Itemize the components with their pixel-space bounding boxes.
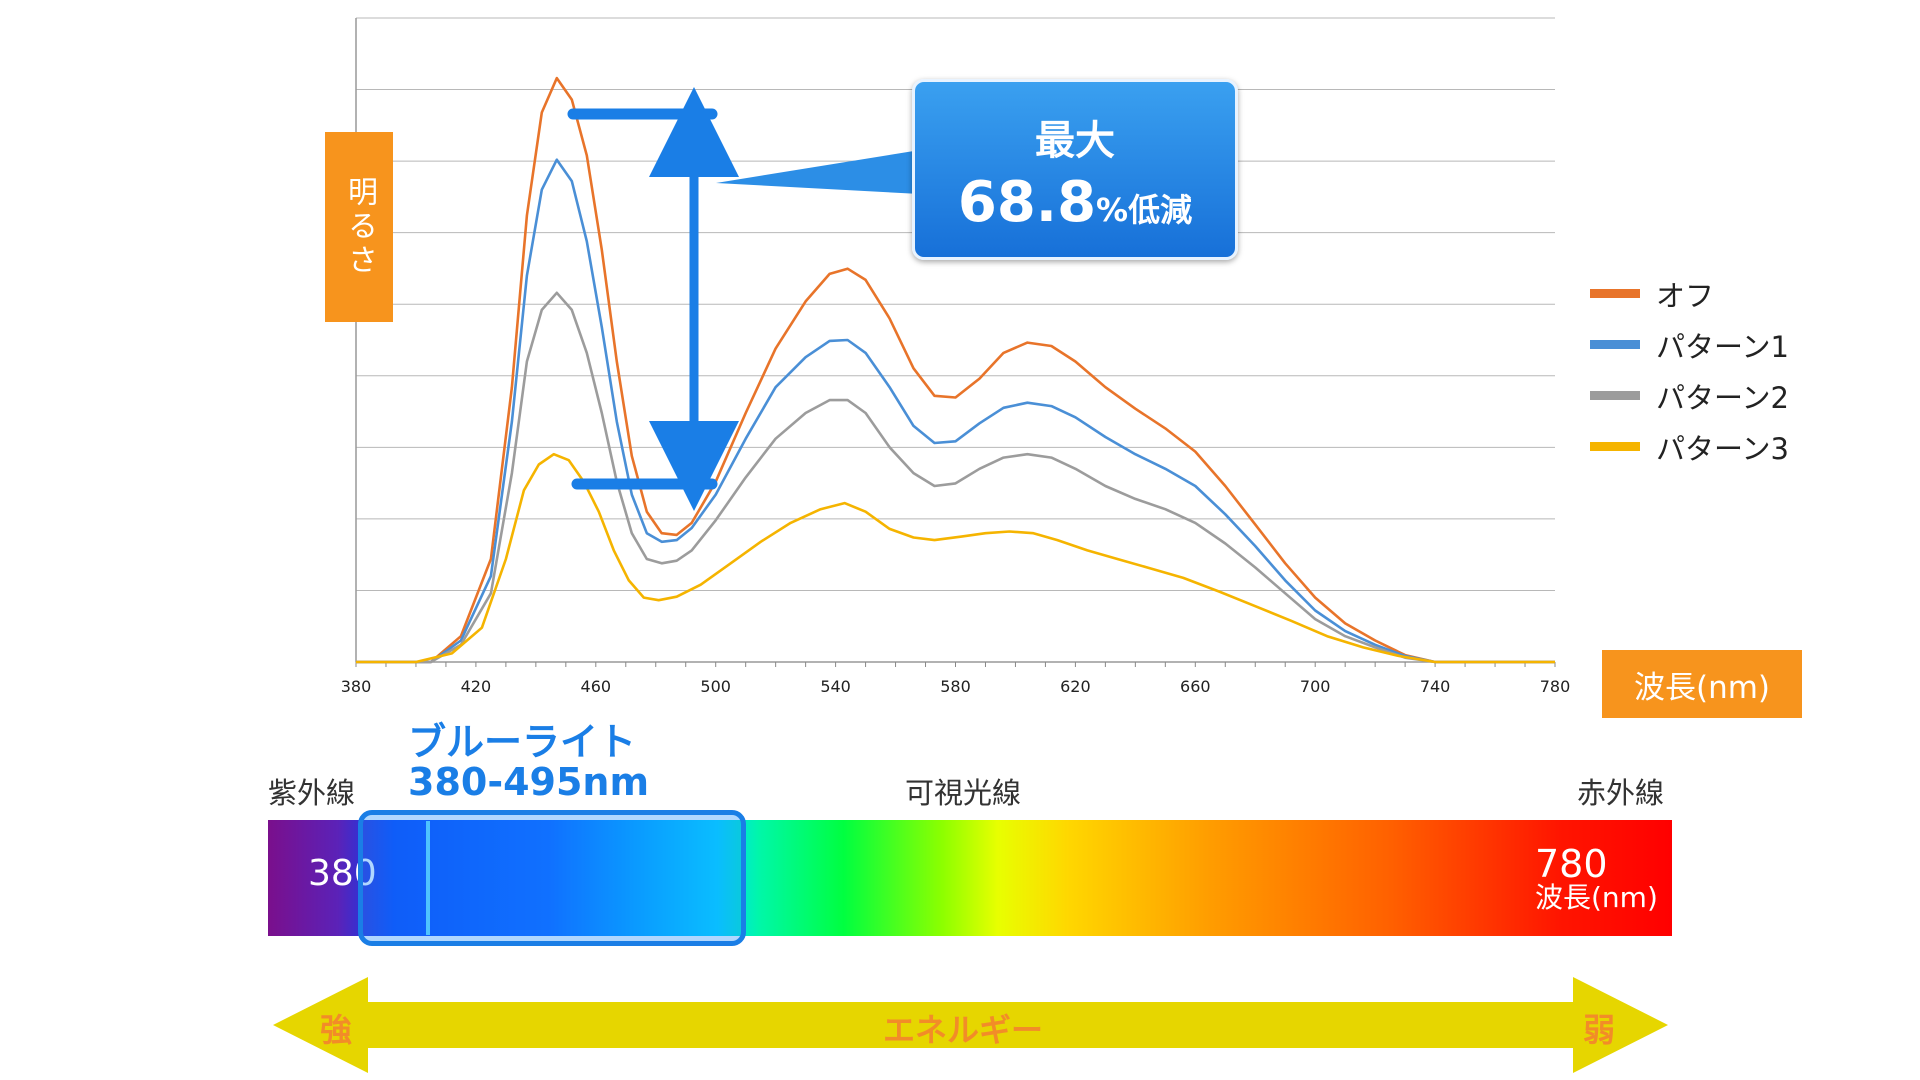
legend-label-pattern2: パターン2: [1656, 380, 1790, 415]
x-tick-label: 420: [461, 677, 492, 696]
legend-label-pattern3: パターン3: [1656, 431, 1790, 466]
legend: オフ パターン1 パターン2 パターン3: [1590, 268, 1789, 472]
x-tick-label: 500: [700, 677, 731, 696]
spectrum-start-value: 380: [308, 853, 377, 894]
legend-label-pattern1: パターン1: [1656, 329, 1790, 364]
blue-light-title: ブルーライト 380-495nm: [408, 722, 649, 802]
blue-light-range: 380-495nm: [408, 760, 650, 804]
legend-item-pattern2: パターン2: [1590, 370, 1789, 421]
x-tick-label: 700: [1300, 677, 1331, 696]
x-tick-label: 780: [1540, 677, 1571, 696]
series-line-2: [356, 291, 1555, 664]
spectrum-bar: [268, 820, 1672, 936]
x-tick-label: 460: [581, 677, 612, 696]
energy-arrow: [273, 977, 1668, 1073]
legend-swatch-pattern2: [1590, 391, 1640, 400]
x-tick-label: 380: [341, 677, 372, 696]
legend-swatch-pattern3: [1590, 442, 1640, 451]
spectrum-end-value: 780: [1535, 842, 1608, 886]
legend-label-off: オフ: [1656, 278, 1715, 313]
energy-arrow-shape: [273, 977, 1668, 1073]
energy-strong-label: 強: [320, 1011, 353, 1049]
x-tick-label: 660: [1180, 677, 1211, 696]
callout-title: 最大: [1035, 118, 1115, 164]
x-tick-label: 580: [940, 677, 971, 696]
reduction-callout: 最大 68.8%低減: [912, 79, 1238, 260]
y-axis-label: 明るさ: [325, 132, 393, 322]
visible-light-label: 可視光線: [905, 776, 1022, 810]
ir-label: 赤外線: [1577, 776, 1665, 810]
reduction-marker: [567, 86, 920, 511]
blue-light-highlight: [358, 810, 746, 946]
energy-weak-label: 弱: [1583, 1011, 1616, 1049]
series-lines: [356, 76, 1555, 664]
x-axis-label: 波長(nm): [1602, 650, 1802, 718]
legend-swatch-pattern1: [1590, 340, 1640, 349]
x-axis: 380 420 460 500 540 580 620 660 700 740 780: [341, 662, 1571, 696]
x-tick-label: 540: [820, 677, 851, 696]
callout-suffix: %低減: [1096, 191, 1193, 229]
spectrum-end-unit: 波長(nm): [1535, 881, 1658, 914]
energy-label: エネルギー: [883, 1011, 1044, 1049]
legend-item-pattern3: パターン3: [1590, 421, 1789, 472]
x-tick-label: 740: [1420, 677, 1451, 696]
blue-light-name: ブルーライト: [408, 720, 637, 764]
legend-item-pattern1: パターン1: [1590, 319, 1789, 370]
callout-value: 68.8: [957, 170, 1097, 235]
callout-pointer: [716, 150, 920, 194]
series-line-3: [356, 452, 1555, 664]
legend-swatch-off: [1590, 289, 1640, 298]
blue-light-divider: [426, 821, 430, 935]
uv-label: 紫外線: [268, 776, 356, 810]
spectrum-end: 780 波長(nm): [1535, 845, 1658, 913]
legend-item-off: オフ: [1590, 268, 1789, 319]
series-line-0: [356, 76, 1555, 664]
x-tick-label: 620: [1060, 677, 1091, 696]
series-line-1: [356, 158, 1555, 664]
